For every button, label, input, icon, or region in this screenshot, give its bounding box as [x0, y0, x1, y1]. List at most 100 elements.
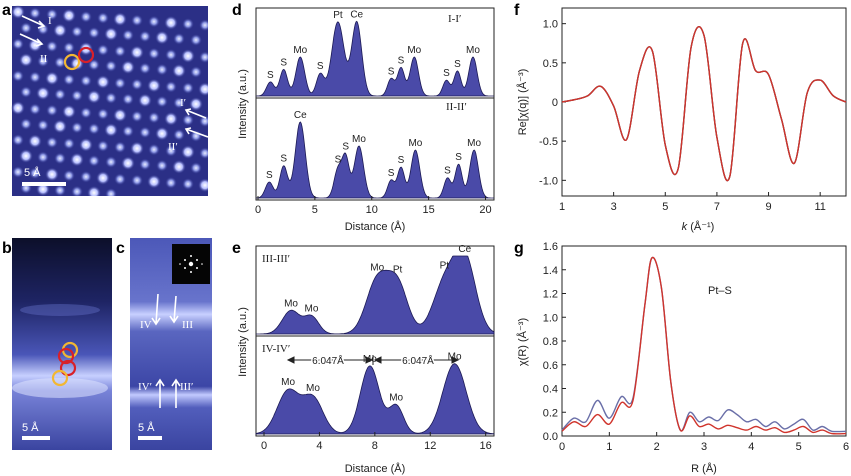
y-tick-label: 0.5 [543, 58, 558, 70]
ylabel-d: Intensity (a.u.) [237, 69, 249, 139]
stm-atom [147, 78, 161, 93]
stm-atom [165, 80, 177, 93]
peak-label: Mo [370, 262, 384, 273]
stm-atom [198, 178, 208, 193]
peak-label: S [455, 152, 462, 163]
peak-label: Mo [284, 298, 298, 309]
stm-atom [53, 23, 67, 38]
stm-atom [20, 86, 32, 98]
stm-atom [182, 114, 194, 126]
stm-atom [164, 15, 178, 30]
x-tick-label: 20 [479, 204, 491, 216]
peak-label: Mo [352, 134, 366, 145]
stm-atom [114, 173, 126, 186]
panel-b: b 5 Å [0, 238, 112, 450]
lines-f [561, 25, 847, 182]
stm-atom [70, 152, 84, 167]
stm-atom [131, 14, 143, 27]
annotation-pt-s: Pt–S [708, 285, 732, 297]
stm-atom [63, 41, 75, 54]
ce-atom-circle-a [77, 46, 95, 64]
series-line [561, 25, 847, 182]
stm-atom [104, 27, 118, 41]
stm-atom [88, 58, 100, 71]
ticks-g: 0 1 2 3 4 5 6 1.6 1.4 1.2 1.0 0.8 0.6 0.4 0.2 0.0 [543, 241, 849, 453]
peak-label: S [388, 66, 395, 77]
stm-atom [165, 48, 177, 61]
y-tick-label: 1.4 [543, 265, 558, 277]
x-tick-label: 16 [480, 440, 492, 452]
pt-atom-circle-b2 [51, 369, 69, 387]
peak-label: Ce [350, 9, 363, 20]
stm-atom [155, 30, 169, 45]
stm-atom [87, 185, 101, 196]
stm-atom [165, 144, 177, 157]
tag-e-top: III-III′ [262, 253, 290, 265]
stm-atom [182, 82, 194, 94]
stm-atom [139, 126, 151, 139]
stm-atom [104, 123, 118, 137]
stm-atom [121, 60, 135, 75]
ticks-f: 1 3 5 7 9 11 1.0 0.5 0 -0.5 -1.0 [539, 19, 826, 213]
stm-atom [172, 63, 186, 78]
stm-atom [46, 136, 58, 149]
x-tick-label: 9 [765, 201, 771, 213]
x-tick-label: 1 [559, 201, 565, 213]
stm-atom [199, 147, 208, 160]
stm-atom [29, 7, 41, 20]
y-tick-label: 1.2 [543, 289, 558, 301]
peak-label: Mo [281, 377, 295, 388]
stm-atom [53, 119, 67, 134]
peak-label: Mo [293, 45, 307, 56]
stm-atom [37, 55, 49, 68]
stm-atom [54, 184, 66, 196]
stm-atom [147, 174, 161, 189]
stm-atom [181, 49, 195, 63]
stm-atom [198, 82, 208, 97]
stm-atom [46, 104, 58, 117]
stm-atom [62, 8, 76, 23]
stm-atom [28, 134, 42, 149]
tag-d-top: I-I′ [448, 13, 461, 25]
marker-II: II [40, 53, 48, 65]
stm-atom [80, 106, 92, 119]
x-tick-label: 7 [714, 201, 720, 213]
peak-label: Pt [440, 261, 450, 272]
peak-label: S [398, 55, 405, 66]
stm-atom [190, 66, 202, 78]
plot-frame-d [255, 7, 495, 201]
x-tick-label: 4 [748, 441, 754, 453]
peak-label: S [280, 57, 287, 68]
peak-label: S [317, 61, 324, 72]
stm-atom [12, 38, 24, 50]
peak-label: Mo [408, 138, 422, 149]
peak-label: Ce [294, 110, 307, 121]
marker-IV: IV [140, 319, 152, 331]
y-tick-label: 0.6 [543, 360, 558, 372]
stm-atom [20, 22, 32, 34]
stm-atom [139, 62, 151, 75]
x-tick-label: 8 [372, 440, 378, 452]
stm-atom [97, 12, 109, 24]
stm-atom [114, 141, 126, 154]
stm-atom [156, 95, 168, 108]
stm-atom [113, 108, 127, 123]
scale-label-b: 5 Å [22, 421, 39, 434]
stm-atom [165, 176, 177, 189]
stm-atom [29, 103, 41, 116]
stm-image-a: I II I′ II′ 5 Å [11, 5, 208, 196]
x-tick-label: 0 [559, 441, 565, 453]
peak-label: Mo [306, 383, 320, 394]
peak-label: Ce [458, 244, 471, 255]
marker-IV-prime: IV′ [138, 381, 152, 393]
stm-atom [29, 167, 41, 180]
panel-d-label: d [232, 2, 242, 19]
stm-atom [96, 75, 110, 89]
peak-label: S [398, 155, 405, 166]
profile-area-e-top [256, 255, 495, 335]
profile-e-bottom: MoMoMoMoMo [255, 352, 495, 435]
stm-atom [36, 86, 50, 101]
stm-atom [45, 71, 59, 86]
